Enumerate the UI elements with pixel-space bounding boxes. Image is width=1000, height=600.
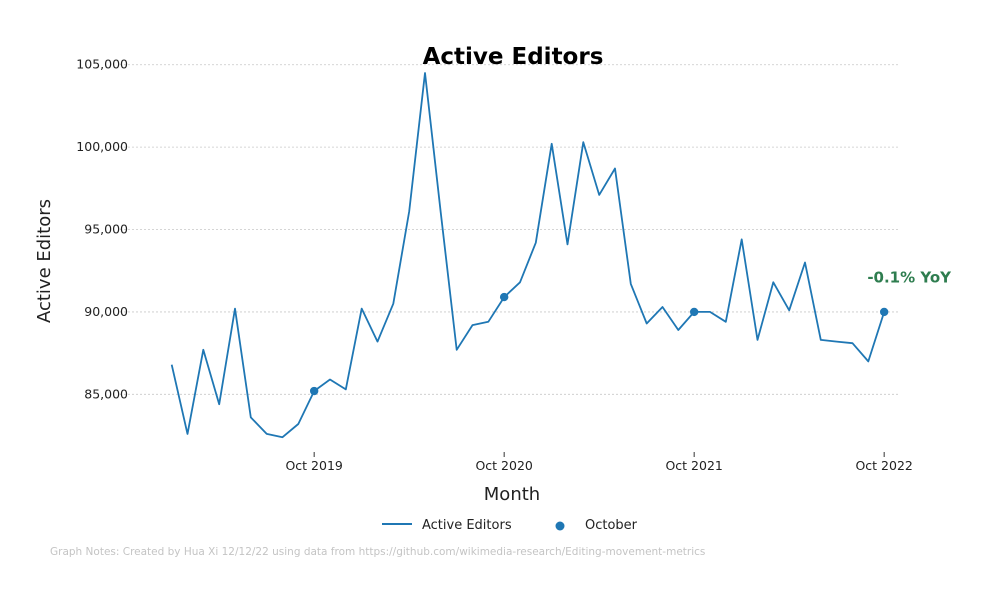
y-tick-label: 100,000 xyxy=(76,139,128,154)
y-axis-ticks: 85,000 90,000 95,000 100,000 105,000 xyxy=(76,57,128,402)
y-tick-label: 95,000 xyxy=(84,222,128,237)
legend: Active Editors October xyxy=(382,518,638,533)
legend-marker-swatch xyxy=(555,521,565,531)
y-tick-label: 105,000 xyxy=(76,57,128,72)
x-tick-label: Oct 2020 xyxy=(475,458,532,473)
x-axis-ticks: Oct 2019 Oct 2020 Oct 2021 Oct 2022 xyxy=(285,452,913,473)
october-point xyxy=(689,307,699,317)
y-tick-label: 85,000 xyxy=(84,386,128,401)
plot-area xyxy=(170,72,889,439)
october-point xyxy=(499,292,509,302)
grid xyxy=(120,64,900,395)
y-tick-label: 90,000 xyxy=(84,304,128,319)
legend-label-october: October xyxy=(585,518,638,533)
annotations: -0.1% YoY xyxy=(867,268,952,286)
october-point xyxy=(309,386,319,396)
october-point xyxy=(879,307,889,317)
y-axis-label: Active Editors xyxy=(34,199,55,323)
x-tick-label: Oct 2019 xyxy=(285,458,342,473)
series-line-active-editors xyxy=(170,72,886,439)
legend-label-active-editors: Active Editors xyxy=(422,518,512,533)
x-tick-label: Oct 2021 xyxy=(665,458,722,473)
x-axis-label: Month xyxy=(484,484,540,505)
footer-note: Graph Notes: Created by Hua Xi 12/12/22 … xyxy=(50,546,705,558)
chart-title: Active Editors xyxy=(423,44,604,70)
x-tick-label: Oct 2022 xyxy=(855,458,912,473)
yoy-annotation: -0.1% YoY xyxy=(867,268,952,286)
